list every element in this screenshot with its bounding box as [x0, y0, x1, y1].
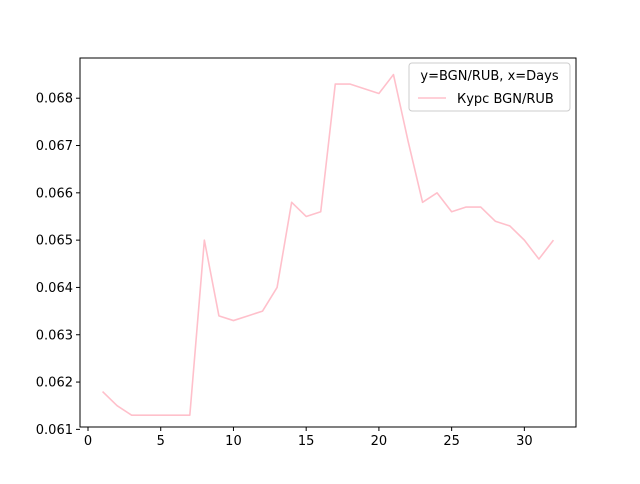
x-tick-label: 0: [84, 434, 92, 449]
legend-title: y=BGN/RUB, x=Days: [420, 69, 558, 84]
x-tick-label: 25: [443, 434, 460, 449]
x-tick-label: 30: [516, 434, 533, 449]
x-tick-label: 10: [225, 434, 242, 449]
y-tick-label: 0.064: [36, 281, 73, 296]
y-tick-label: 0.068: [36, 92, 73, 107]
x-tick-label: 15: [298, 434, 315, 449]
axes-frame: [79, 57, 577, 428]
y-tick-label: 0.061: [36, 423, 73, 438]
series-line: [101, 73, 555, 416]
y-tick-label: 0.067: [36, 139, 73, 154]
y-tick-label: 0.066: [36, 186, 73, 201]
x-axis: 0 5 10 15 20 25 30: [84, 427, 533, 449]
legend-label: Курс BGN/RUB: [457, 92, 554, 107]
legend-frame: [408, 62, 571, 112]
y-axis: 0.061 0.062 0.063 0.064 0.065 0.066 0.067 0.068: [36, 92, 80, 438]
x-tick-label: 20: [371, 434, 388, 449]
x-tick-label: 5: [157, 434, 165, 449]
legend: y=BGN/RUB, x=Days Курс BGN/RUB: [408, 62, 571, 112]
y-tick-label: 0.065: [36, 234, 73, 249]
y-tick-label: 0.063: [36, 328, 73, 343]
y-tick-label: 0.062: [36, 376, 73, 391]
plot-area: [79, 57, 577, 428]
